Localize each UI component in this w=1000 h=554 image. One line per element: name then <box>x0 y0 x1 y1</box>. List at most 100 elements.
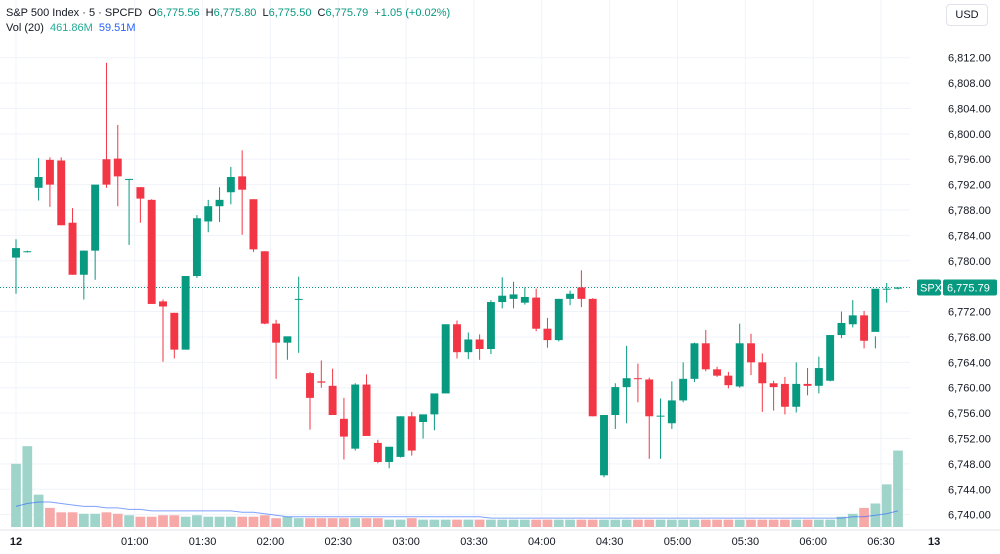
time-tick-label: 12 <box>10 536 22 548</box>
chart-grid <box>0 0 935 530</box>
volume-bar <box>124 515 134 527</box>
candle-body <box>91 184 100 251</box>
volume-bar <box>531 519 542 527</box>
candle-body <box>102 159 111 185</box>
candle-body <box>520 296 529 303</box>
candle-body <box>814 368 823 386</box>
volume-bar <box>565 519 575 527</box>
volume-bar <box>746 519 756 527</box>
last-price-value: 6,775.79 <box>947 283 990 295</box>
volume-bar <box>372 518 383 527</box>
time-tick-label: 02:00 <box>257 536 285 548</box>
volume-bar <box>825 519 836 527</box>
candle-body <box>690 343 699 379</box>
price-axis-bg <box>915 0 1000 554</box>
volume-ma-value: 59.51M <box>98 22 136 34</box>
volume-bar <box>56 512 67 527</box>
price-tick-label: 6,796.00 <box>948 154 991 166</box>
candle-body <box>554 298 563 341</box>
candle-body <box>339 418 348 437</box>
candle-body <box>758 362 767 384</box>
volume-bar <box>78 513 89 527</box>
candle-body <box>769 383 778 388</box>
price-tick-label: 6,804.00 <box>948 103 991 115</box>
candle-body <box>600 415 608 476</box>
price-tick-label: 6,792.00 <box>948 180 991 192</box>
volume-bar <box>418 519 428 527</box>
candle-body <box>34 177 43 188</box>
volume-bar <box>406 518 417 527</box>
volume-bar <box>225 516 236 527</box>
candle-body <box>780 383 789 407</box>
price-tick-label: 6,760.00 <box>948 383 991 395</box>
volume-bar <box>689 519 700 527</box>
volume-bar <box>101 512 112 527</box>
volume-bar <box>463 519 474 527</box>
price-tick-label: 6,780.00 <box>948 256 991 268</box>
candle-body <box>373 442 382 462</box>
last-price-symbol: SPX <box>920 283 943 295</box>
volume-bar <box>203 516 214 527</box>
volume-label[interactable]: Vol (20) <box>6 22 44 34</box>
volume-bar <box>316 518 327 527</box>
candle-body <box>23 251 32 253</box>
volume-ma-line <box>15 501 899 519</box>
candle-body <box>724 375 733 386</box>
candle-body <box>532 297 541 329</box>
candle-body <box>147 199 156 304</box>
price-axis[interactable]: 6,812.00 6,808.00 6,804.00 6,800.00 6,796.00… <box>915 0 1000 554</box>
volume-bar <box>633 519 643 527</box>
volume-bar <box>836 516 847 527</box>
price-tick-label: 6,748.00 <box>948 459 991 471</box>
price-tick-label: 6,772.00 <box>948 307 991 319</box>
time-tick-label: 05:30 <box>732 536 760 548</box>
volume-bar <box>169 515 180 527</box>
time-axis[interactable]: 12 01:00 01:30 02:00 02:30 03:00 03:30 04:00 04:… <box>0 529 1000 548</box>
candle-body <box>577 287 586 299</box>
candle-body <box>882 288 891 290</box>
price-tick-label: 6,808.00 <box>948 78 991 90</box>
candle-body <box>283 336 292 343</box>
high-value: 6,775.80 <box>213 7 257 19</box>
candle-body <box>226 177 235 193</box>
chart-legend: S&P 500 Index · 5 · SPCFD O6,775.56 H6,7… <box>6 6 453 36</box>
candles <box>12 62 902 478</box>
candle-body <box>588 298 597 417</box>
volume-bar <box>666 519 677 527</box>
volume-bar <box>542 519 553 527</box>
price-tick-label: 6,812.00 <box>948 53 991 65</box>
volume-bar <box>429 519 440 527</box>
candle-body <box>566 293 575 299</box>
time-tick-label: 01:30 <box>189 536 217 548</box>
time-tick-label: 03:30 <box>460 536 488 548</box>
candle-body <box>860 315 869 341</box>
time-tick-label: 06:00 <box>799 536 827 548</box>
volume-bar <box>146 516 157 527</box>
candle-body <box>136 187 145 199</box>
candle-body <box>385 446 394 462</box>
time-tick-label: 04:00 <box>528 536 556 548</box>
candle-body <box>826 335 835 381</box>
volume-bar <box>655 519 666 527</box>
volume-bar <box>508 519 519 527</box>
candle-body <box>181 276 190 350</box>
volume-bar <box>305 518 315 527</box>
volume-bar <box>847 513 858 527</box>
symbol-title[interactable]: S&P 500 Index · 5 · SPCFD <box>6 7 143 19</box>
last-price-tag: SPX 6,775.79 <box>917 279 997 296</box>
currency-button[interactable]: USD <box>946 4 988 26</box>
candle-body <box>45 159 54 185</box>
volume-bar <box>339 518 349 527</box>
volume-bar <box>282 516 293 527</box>
volume-bar <box>259 515 270 527</box>
volume-bar <box>802 519 813 527</box>
volume-bar <box>519 519 530 527</box>
volume-bar <box>723 519 734 527</box>
candle-body <box>803 383 812 386</box>
volume-bar <box>553 519 564 527</box>
candle-body <box>12 248 20 258</box>
candle-body <box>441 324 450 394</box>
candle-body <box>837 322 846 336</box>
volume-bar <box>474 519 485 527</box>
